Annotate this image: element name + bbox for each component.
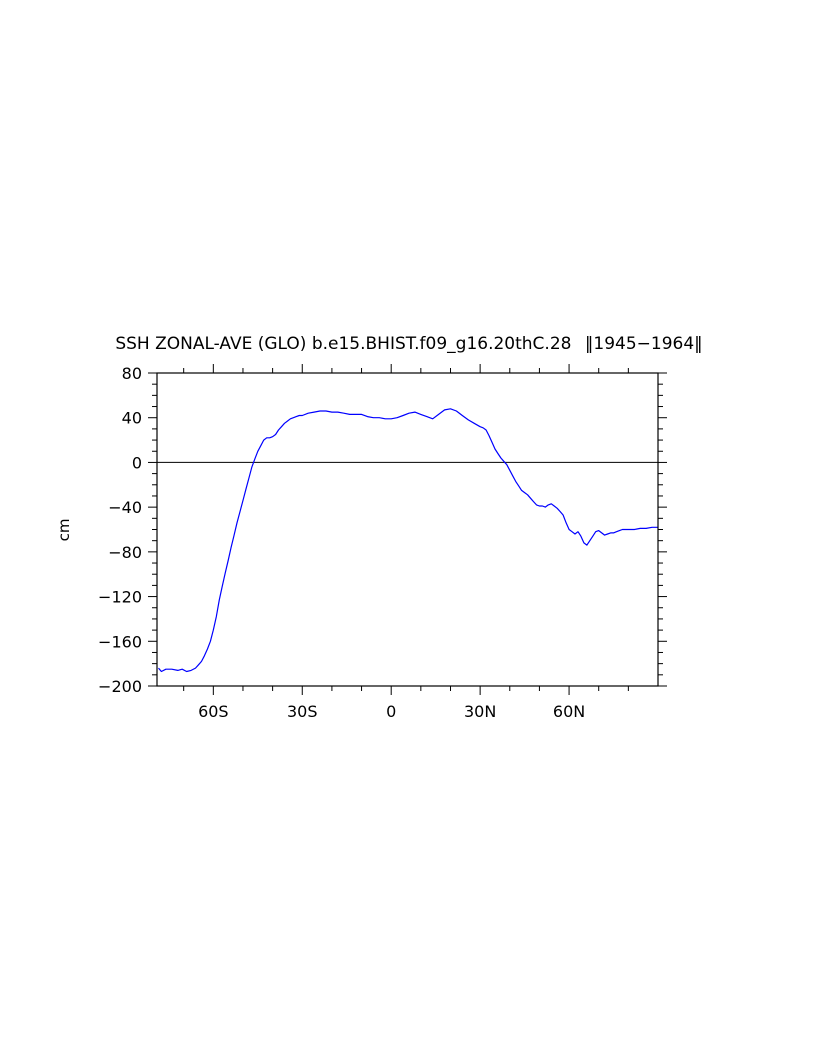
chart-title-years: 1945−1964 [593,334,694,354]
y-tick-label: −40 [108,498,142,517]
chart-title-text: SSH ZONAL-AVE (GLO) b.e15.BHIST.f09_g16.… [115,334,571,354]
title-bracket-left: ‖ [579,334,593,354]
title-bracket-right: ‖ [694,334,703,354]
plot-frame [156,372,659,687]
y-tick-label: 80 [122,364,142,383]
y-tick-label: −80 [108,543,142,562]
x-tick-label: 60S [198,702,229,721]
x-tick-label: 60N [553,702,585,721]
y-tick-label: −200 [98,677,142,696]
y-tick-label: 0 [132,453,142,472]
y-tick-label: −160 [98,632,142,651]
y-tick-label: −120 [98,588,142,607]
x-tick-label: 0 [386,702,396,721]
chart-title: SSH ZONAL-AVE (GLO) b.e15.BHIST.f09_g16.… [115,334,702,354]
data-series [158,408,658,673]
y-tick-label: 40 [122,409,142,428]
tick-labels: 60S 30S 0 30N 60N 80 40 0 −40 −80 −120 −160 −200 [98,364,585,721]
x-tick-label: 30S [287,702,318,721]
y-axis-title: cm [55,519,73,542]
ssh-series-line [158,408,658,673]
axis-ticks [148,364,667,695]
x-tick-label: 30N [464,702,496,721]
